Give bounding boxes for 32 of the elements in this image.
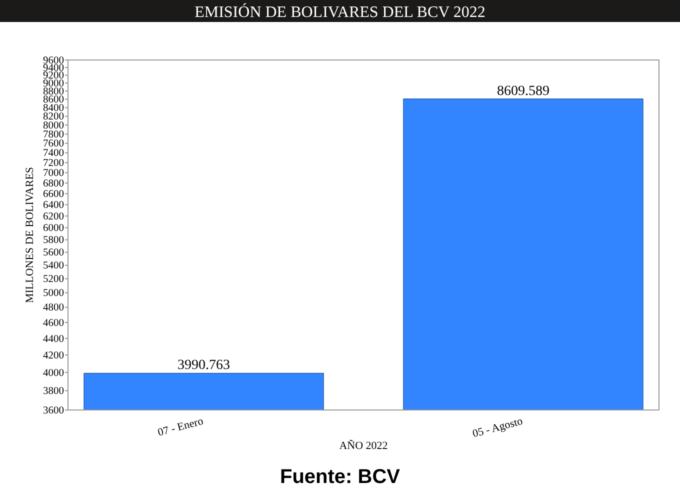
y-tick-label: 7800	[43, 129, 64, 140]
y-tick-label: 4400	[43, 334, 64, 345]
y-tick-label: 5200	[43, 274, 64, 286]
y-tick-label: 5600	[43, 248, 64, 259]
y-tick-label: 8200	[43, 112, 64, 123]
y-tick-label: 8000	[43, 120, 64, 132]
y-tick-label: 6600	[43, 189, 64, 200]
y-tick-label: 7600	[43, 138, 64, 150]
y-tick-label: 5400	[43, 260, 64, 272]
y-axis-title: MILLONES DE BOLIVARES	[24, 166, 36, 304]
y-tick-label: 4800	[43, 302, 64, 314]
y-tick-label: 6800	[43, 178, 64, 190]
data-label: 3990.763	[178, 358, 230, 374]
data-label: 8609.589	[496, 84, 550, 99]
x-axis-title: AÑO 2022	[339, 439, 388, 452]
x-tick-label: 07 - Enero	[156, 415, 206, 439]
y-tick-label: 3800	[43, 386, 64, 398]
y-tick-label: 6400	[43, 200, 64, 212]
y-tick-label: 6200	[43, 211, 64, 222]
y-tick-label: 4600	[43, 318, 64, 329]
y-tick-label: 7400	[43, 148, 64, 160]
y-tick-label: 5000	[43, 288, 64, 300]
y-tick-label: 7000	[43, 168, 64, 180]
y-tick-label: 3600	[43, 405, 64, 416]
y-tick-label: 7200	[43, 158, 64, 170]
x-tick-label: 05 - Agosto	[471, 415, 524, 440]
source-note: Fuente: BCV	[280, 466, 401, 488]
y-tick-label: 4200	[43, 350, 64, 362]
y-tick-label: 5800	[43, 235, 64, 246]
y-tick-label: 6000	[43, 223, 64, 234]
chart-title: EMISIÓN DE BOLIVARES DEL BCV 2022	[194, 3, 486, 21]
y-tick-label: 4000	[43, 368, 64, 379]
